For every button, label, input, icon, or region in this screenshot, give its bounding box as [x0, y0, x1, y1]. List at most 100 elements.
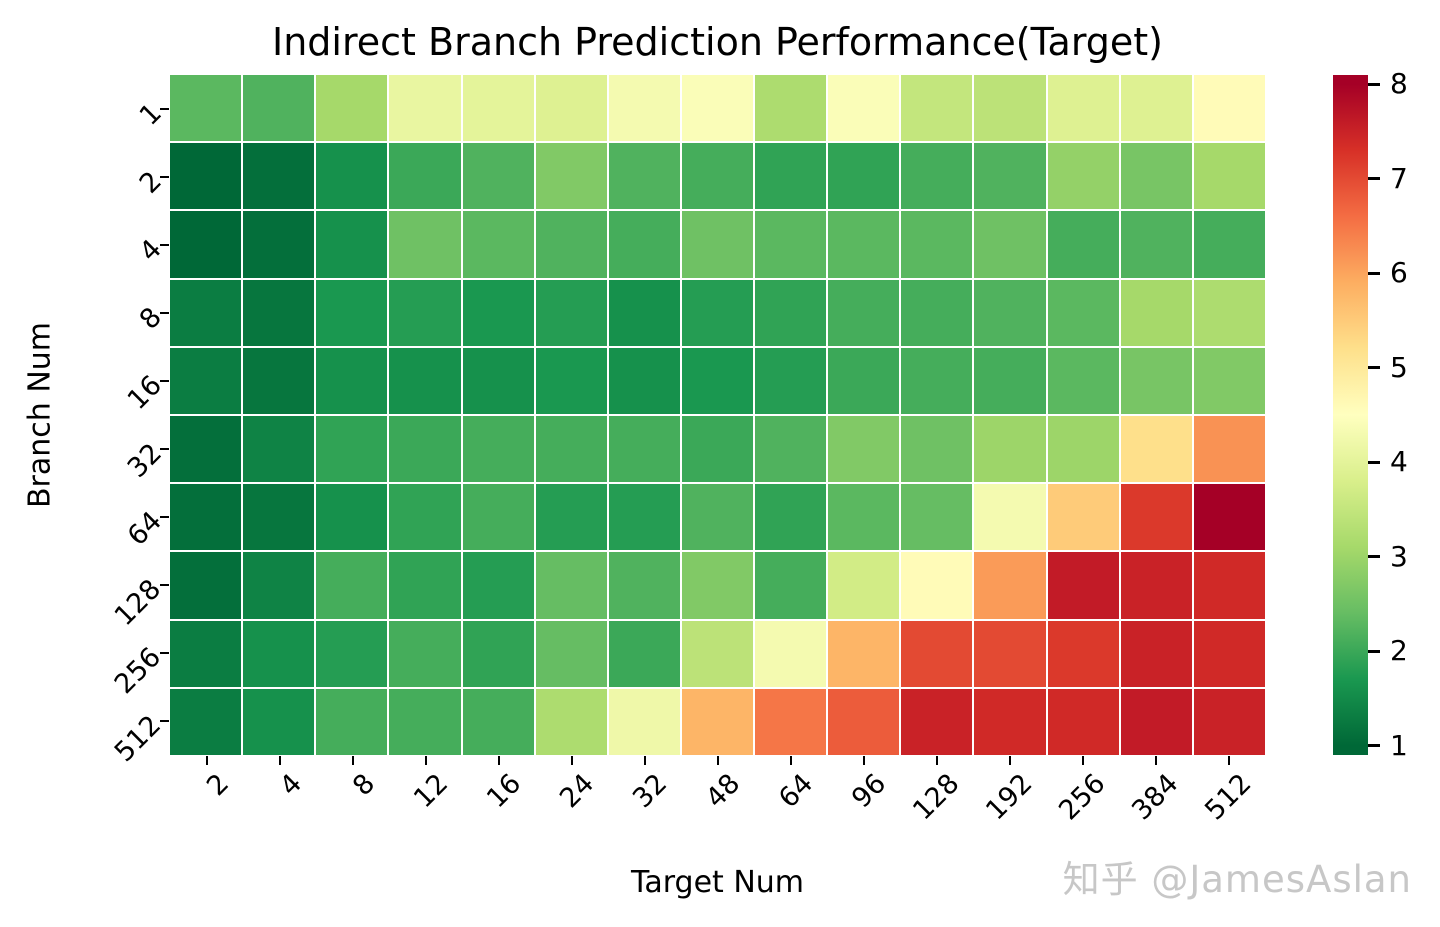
heatmap-cell [1120, 347, 1192, 414]
heatmap-cell [1047, 484, 1119, 551]
colorbar-tick-mark [1368, 82, 1380, 86]
heatmap-cell [462, 415, 534, 483]
heatmap-cell [462, 211, 534, 278]
x-tick-label: 512 [1199, 768, 1258, 827]
heatmap-cell [1047, 211, 1119, 278]
heatmap-cell [316, 143, 388, 210]
x-tick-mark [570, 756, 573, 765]
heatmap-cell [974, 279, 1046, 346]
heatmap-cell [974, 75, 1046, 142]
heatmap-cell [974, 143, 1046, 210]
heatmap-cell [462, 75, 534, 142]
heatmap-cell [389, 211, 461, 278]
x-tick-mark [424, 756, 427, 765]
heatmap-cell [170, 415, 242, 483]
heatmap-cell [828, 552, 900, 619]
y-tick-mark [160, 448, 169, 450]
heatmap-cell [1120, 484, 1192, 551]
heatmap-cell [901, 552, 973, 619]
heatmap-cell [535, 279, 607, 346]
heatmap-cell [170, 211, 242, 278]
heatmap-cell [462, 143, 534, 210]
heatmap-cell [316, 211, 388, 278]
heatmap-cell [974, 415, 1046, 483]
heatmap-cell [316, 552, 388, 619]
heatmap-cell [1120, 143, 1192, 210]
heatmap-cell [974, 211, 1046, 278]
heatmap-cell [1120, 415, 1192, 483]
heatmap-cell [828, 347, 900, 414]
heatmap-cell [535, 75, 607, 142]
x-tick-mark [1008, 756, 1011, 765]
heatmap-cell [1193, 620, 1265, 687]
heatmap-cell [170, 688, 242, 755]
heatmap-cell [535, 688, 607, 755]
y-axis-label: Branch Num [22, 321, 58, 509]
y-tick-label: 4 [133, 233, 168, 268]
colorbar-tick-label: 1 [1390, 728, 1408, 762]
heatmap-cell [316, 279, 388, 346]
heatmap-cell [1120, 620, 1192, 687]
heatmap-cell [828, 75, 900, 142]
x-tick-mark [716, 756, 719, 765]
heatmap-cell [1047, 279, 1119, 346]
colorbar-tick-label: 8 [1390, 67, 1408, 101]
heatmap-cell [316, 688, 388, 755]
heatmap-cell [243, 211, 315, 278]
heatmap-cell [681, 688, 754, 755]
heatmap-cell [389, 143, 461, 210]
heatmap-cell [755, 688, 827, 755]
x-tick-mark [935, 756, 938, 765]
y-tick-mark [160, 244, 169, 246]
x-tick-label: 64 [773, 768, 820, 815]
y-tick-mark [160, 108, 169, 110]
heatmap-cell [1193, 484, 1265, 551]
heatmap-cell [1193, 347, 1265, 414]
colorbar [1333, 75, 1368, 755]
heatmap-cell [170, 143, 242, 210]
y-tick-mark [160, 176, 169, 178]
heatmap-cell [1047, 552, 1119, 619]
heatmap-cell [462, 620, 534, 687]
y-tick-label: 128 [109, 573, 168, 633]
heatmap-cell [901, 484, 973, 551]
y-tick-label: 1 [133, 97, 168, 132]
x-tick-mark [278, 756, 281, 765]
heatmap-cell [608, 211, 680, 278]
heatmap-cell [535, 552, 607, 619]
heatmap-cell [243, 75, 315, 142]
x-tick-label: 4 [274, 768, 309, 803]
heatmap-cell [462, 484, 534, 551]
colorbar-tick-mark [1368, 744, 1380, 748]
heatmap-cell [755, 143, 827, 210]
heatmap-cell [974, 347, 1046, 414]
y-tick-mark [160, 652, 169, 654]
heatmap-cell [243, 143, 315, 210]
y-tick-mark [160, 720, 169, 722]
chart-title: Indirect Branch Prediction Performance(T… [272, 20, 1163, 64]
heatmap-cell [170, 552, 242, 619]
heatmap-cell [828, 620, 900, 687]
heatmap-cell [901, 279, 973, 346]
heatmap-cell [170, 75, 242, 142]
heatmap-cell [243, 279, 315, 346]
heatmap-cell [316, 75, 388, 142]
heatmap-cell [243, 347, 315, 414]
heatmap-cell [1193, 211, 1265, 278]
x-tick-label: 128 [907, 768, 966, 827]
heatmap-cell [755, 279, 827, 346]
heatmap-cell [1193, 75, 1265, 142]
heatmap-cell [389, 279, 461, 346]
heatmap-cell [755, 484, 827, 551]
x-axis-label: Target Num [630, 865, 805, 900]
y-tick-label: 32 [121, 437, 168, 484]
x-tick-label: 384 [1126, 768, 1185, 827]
heatmap-cell [389, 347, 461, 414]
x-tick-label: 12 [408, 768, 455, 815]
heatmap-cell [608, 484, 680, 551]
heatmap-cell [828, 688, 900, 755]
heatmap-cell [243, 484, 315, 551]
colorbar-tick-mark [1368, 649, 1380, 653]
colorbar-tick-label: 3 [1390, 539, 1408, 573]
heatmap-cell [243, 688, 315, 755]
